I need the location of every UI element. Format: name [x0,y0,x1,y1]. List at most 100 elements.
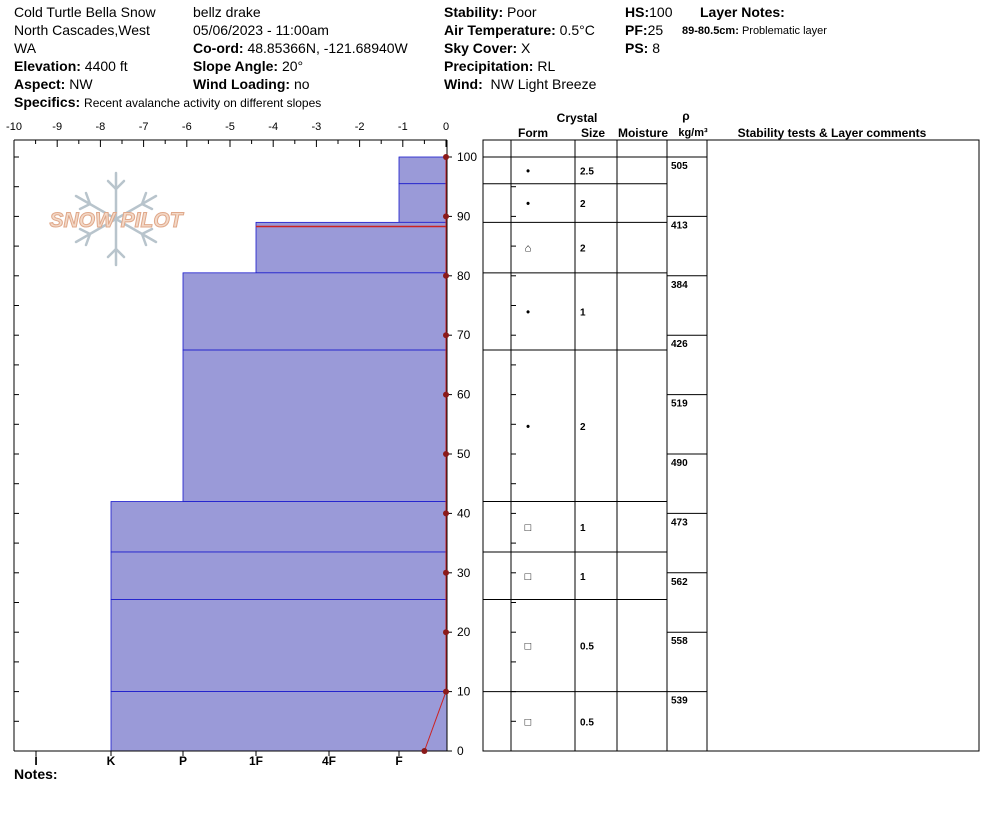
hardness-label: 4F [322,754,336,768]
crystal-form-symbol: □ [525,641,532,653]
crystal-size-value: 0.5 [580,717,594,728]
depth-label: 60 [457,388,471,402]
depth-label: 100 [457,150,477,164]
moisture-header: Moisture [618,126,668,140]
crystal-size-value: 0.5 [580,642,594,653]
ps: PS: 8 [625,40,661,56]
temp-axis-label: -3 [312,121,322,133]
density-value: 562 [671,577,688,588]
slope-angle: Slope Angle: 20° [193,58,304,74]
elevation: Elevation: 4400 ft [14,58,128,74]
wind-loading: Wind Loading: no [193,76,310,92]
hardness-layer-bar [182,272,448,351]
notes-label: Notes: [14,766,58,782]
temp-axis-label: -6 [182,121,192,133]
depth-label: 20 [457,625,471,639]
site-state: WA [14,40,37,56]
coordinates: Co-ord: 48.85366N, -121.68940W [193,40,408,56]
crystal-size-value: 1 [580,572,586,583]
crystal-form-symbol: • [526,165,530,177]
crystal-size-value: 1 [580,523,586,534]
temp-axis-label: -7 [139,121,149,133]
density-value: 558 [671,636,688,647]
specifics: Specifics: Recent avalanche activity on … [14,94,322,110]
density-value: 539 [671,696,688,707]
density-value: 426 [671,339,688,350]
density-value: 519 [671,399,688,410]
temperature-point [443,688,449,695]
wind: Wind: NW Light Breeze [444,76,597,92]
logo-text: SNOW PILOT [50,209,185,232]
hardness-layer-bar [255,221,448,274]
depth-label: 50 [457,447,471,461]
hardness-layer-bar [398,183,448,223]
crystal-size-value: 2 [580,244,586,255]
hardness-layer-bar [182,349,448,502]
temp-axis-label: -8 [96,121,106,133]
density-value: 505 [671,161,688,172]
temperature-point [443,629,449,636]
hardness-label: P [179,754,187,768]
crystal-form-symbol: • [526,198,530,210]
density-value: 473 [671,517,688,528]
depth-label: 70 [457,328,471,342]
layer-table-border [482,139,980,752]
depth-label: 0 [457,744,464,758]
site-name: Cold Turtle Bella Snow [14,4,156,20]
stability: Stability: Poor [444,4,537,20]
hardness-layer-bar [110,599,448,693]
temp-axis-label: -2 [355,121,365,133]
sky-cover: Sky Cover: X [444,40,531,56]
density-value: 490 [671,458,688,469]
crystal-form-symbol: □ [525,716,532,728]
crystal-form-symbol: □ [525,522,532,534]
temp-axis-label: -10 [6,121,22,133]
layer-note: 89-80.5cm: Problematic layer [682,25,827,37]
temperature-point [421,748,428,754]
temperature-point [443,154,449,160]
temperature-point [443,569,449,576]
density-unit-header: kg/m³ [678,127,708,139]
temperature-point [443,451,449,457]
hardness-label: F [395,754,402,768]
hardness-layer-bar [110,551,448,600]
rho-header: ρ [682,109,689,123]
crystal-size-value: 2 [580,422,586,433]
snowpilot-logo: SNOW PILOT [49,171,185,267]
observer-name: bellz drake [193,4,261,20]
crystal-form-symbol: • [526,421,530,433]
site-range: North Cascades,West [14,22,150,38]
hardness-layer-bar [398,156,448,185]
layer-notes-title: Layer Notes: [700,4,785,20]
crystal-header: Crystal [557,111,598,125]
depth-label: 30 [457,566,471,580]
hs: HS:100 [625,4,673,20]
depth-label: 90 [457,209,471,223]
aspect: Aspect: NW [14,76,93,92]
hardness-label: I [34,754,37,768]
temperature-point [443,391,449,398]
temp-axis-label: 0 [443,121,449,133]
temperature-point [443,332,449,339]
depth-label: 40 [457,506,471,520]
hardness-layer-bar [110,691,448,752]
comments-header: Stability tests & Layer comments [738,126,927,140]
size-header: Size [581,126,605,140]
density-value: 384 [671,280,688,291]
crystal-size-value: 2 [580,199,586,210]
obs-datetime: 05/06/2023 - 11:00am [193,22,329,38]
pf: PF:25 [625,22,664,38]
air-temperature: Air Temperature: 0.5°C [444,22,595,38]
crystal-form-symbol: ⌂ [525,243,532,255]
temp-axis-label: -1 [398,121,408,133]
hardness-layer-bar [110,501,448,553]
precipitation: Precipitation: RL [444,58,556,74]
depth-label: 80 [457,269,471,283]
hardness-label: 1F [249,754,263,768]
density-value: 413 [671,220,688,231]
crystal-form-symbol: • [526,306,530,318]
hardness-label: K [107,754,116,768]
temperature-point [443,213,449,220]
form-header: Form [518,126,548,140]
